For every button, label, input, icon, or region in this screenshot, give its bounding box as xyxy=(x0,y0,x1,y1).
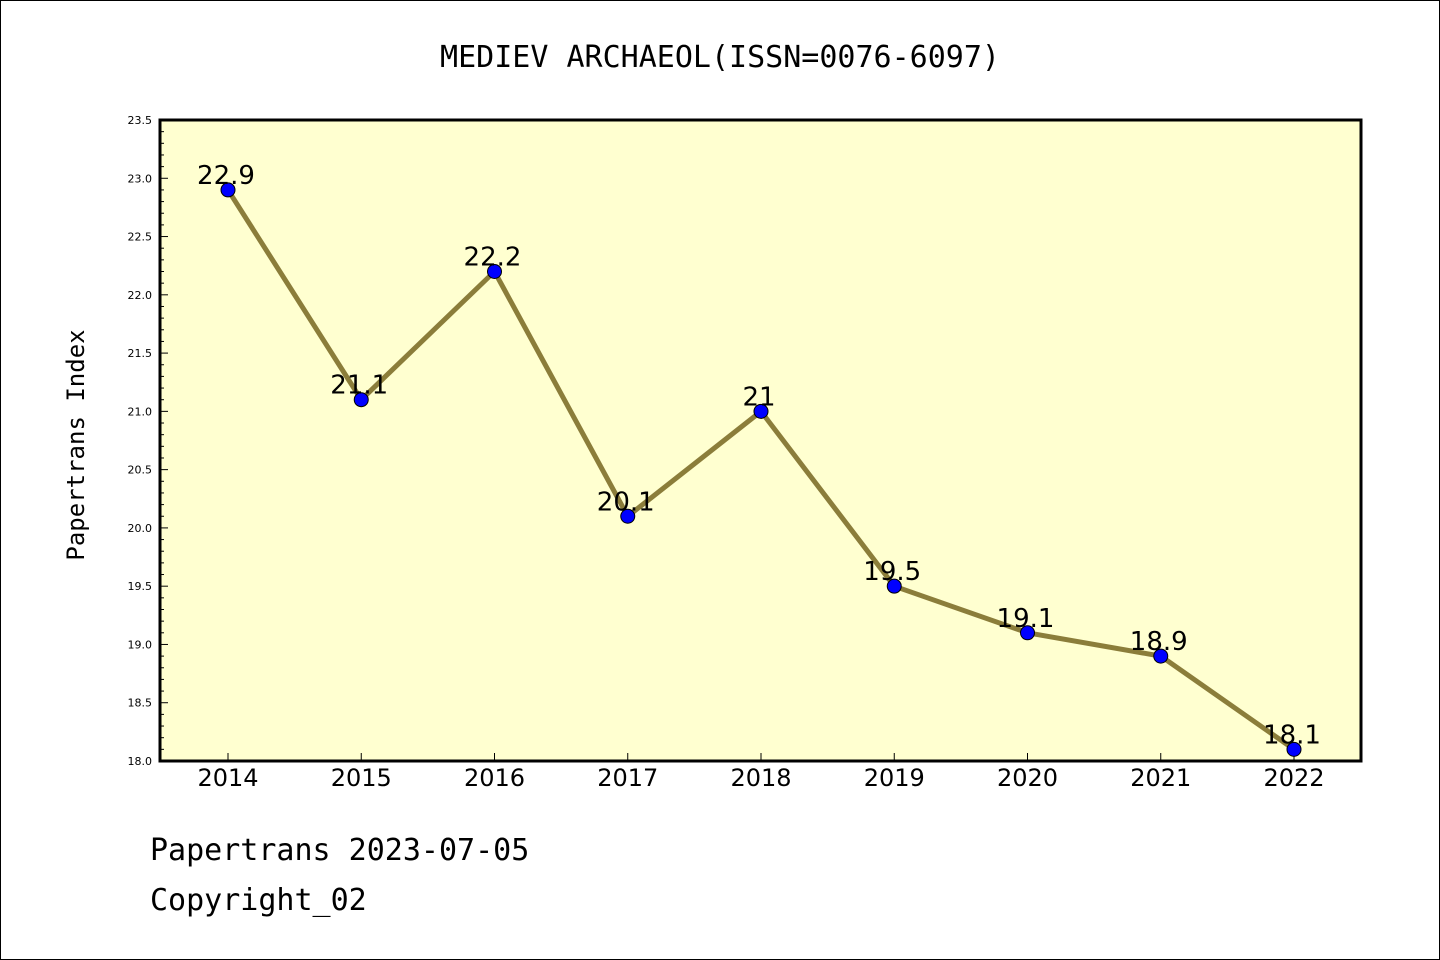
footer-date: Papertrans 2023-07-05 xyxy=(150,833,530,868)
data-point-marker xyxy=(620,508,636,524)
y-axis-label: Papertrans Index xyxy=(62,329,90,560)
y-tick-label: 18.5 xyxy=(128,697,153,710)
data-point-marker xyxy=(1020,625,1035,641)
data-point-marker xyxy=(220,182,236,198)
data-labels: 22.9 21.1 22.2 20.1 21 19.5 19.1 18.9 18.1 xyxy=(197,161,1321,750)
data-point-marker xyxy=(353,392,369,408)
x-tick-label: 2015 xyxy=(331,764,392,792)
data-label: 20.1 xyxy=(597,487,655,517)
data-point-marker xyxy=(487,264,502,280)
y-tick-label: 18.0 xyxy=(128,755,153,768)
data-label: 22.9 xyxy=(197,161,255,191)
data-point-marker xyxy=(1286,741,1302,757)
y-tick-label: 20.0 xyxy=(128,522,153,535)
data-label: 19.5 xyxy=(863,557,921,587)
y-tick-label: 19.0 xyxy=(128,638,153,651)
data-point-marker xyxy=(753,403,769,419)
x-tick-label: 2016 xyxy=(464,764,525,792)
y-tick-label: 23.0 xyxy=(128,172,153,185)
data-point-marker xyxy=(1153,648,1169,664)
data-label: 22.2 xyxy=(464,243,522,273)
data-label: 19.1 xyxy=(997,604,1055,634)
x-tick-label: 2018 xyxy=(730,764,791,792)
data-label: 21.1 xyxy=(330,371,388,401)
x-axis-ticks: 2014 2015 2016 2017 2018 2019 2020 2021 2022 xyxy=(197,753,1325,792)
y-tick-label: 22.0 xyxy=(128,289,153,302)
chart-title: MEDIEV ARCHAEOL(ISSN=0076-6097) xyxy=(440,40,1000,75)
y-tick-label: 22.5 xyxy=(128,231,153,244)
data-label: 18.1 xyxy=(1263,720,1321,750)
y-tick-label: 21.5 xyxy=(128,347,153,360)
data-point-marker xyxy=(886,578,902,594)
x-tick-label: 2022 xyxy=(1263,764,1324,792)
data-label: 18.9 xyxy=(1130,627,1188,657)
y-tick-label: 21.0 xyxy=(128,405,153,418)
data-markers xyxy=(220,182,1302,757)
x-tick-label: 2014 xyxy=(197,764,258,792)
x-tick-label: 2021 xyxy=(1130,764,1191,792)
plot-area xyxy=(158,118,1363,763)
x-tick-label: 2020 xyxy=(997,764,1058,792)
x-tick-label: 2017 xyxy=(597,764,658,792)
y-axis-ticks: 18.0 18.5 19.0 19.5 20.0 20.5 21.0 21.5 22.0 22.5… xyxy=(128,114,168,768)
data-label: 21 xyxy=(742,382,775,412)
y-tick-label: 23.5 xyxy=(128,114,153,127)
footer-copyright: Copyright_02 xyxy=(150,883,367,918)
y-tick-label: 19.5 xyxy=(128,580,153,593)
y-tick-label: 20.5 xyxy=(128,464,153,477)
x-tick-label: 2019 xyxy=(864,764,925,792)
